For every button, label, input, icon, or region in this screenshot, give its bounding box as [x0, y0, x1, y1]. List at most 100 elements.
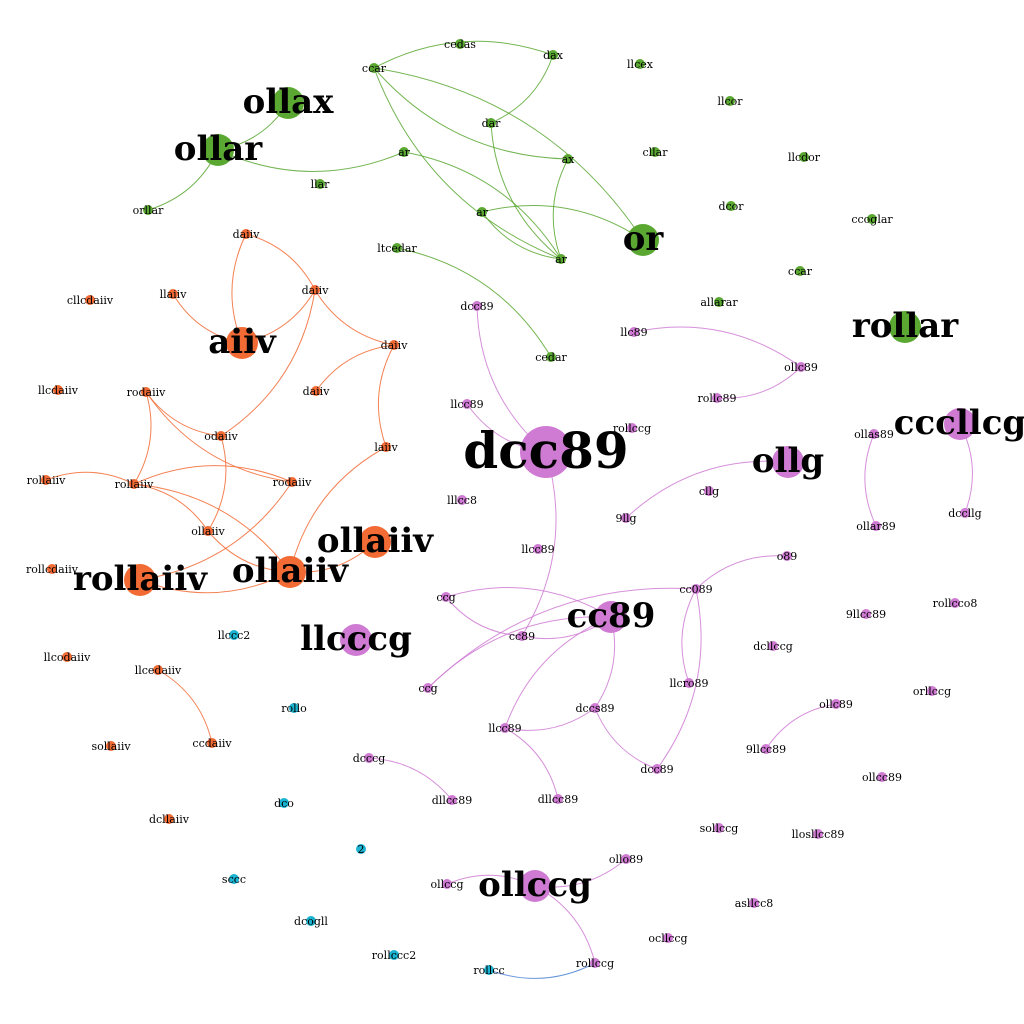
graph-node-p25[interactable]: rollcco8	[933, 597, 978, 610]
graph-node-p23[interactable]: cc89	[509, 630, 535, 643]
graph-node-p21[interactable]: ccg	[436, 591, 455, 604]
graph-node-o4[interactable]: ollaiiv	[317, 521, 434, 561]
graph-node-p6[interactable]: ollccg	[478, 865, 592, 905]
graph-node-g7[interactable]: dax	[543, 49, 564, 62]
graph-node-o11[interactable]: llcdaiiv	[38, 384, 79, 397]
graph-node-p37[interactable]: dllcc89	[432, 794, 472, 807]
graph-node-p18[interactable]: dccllg	[948, 507, 981, 520]
graph-node-p8[interactable]: llcc89	[450, 398, 483, 411]
graph-node-p39[interactable]: sollccg	[700, 822, 739, 835]
graph-node-g16[interactable]: cedar	[535, 351, 567, 364]
graph-node-o16[interactable]: rodaiiv	[273, 476, 313, 489]
graph-node-p40[interactable]: llosllcc89	[792, 828, 845, 841]
graph-node-p44[interactable]: ocllccg	[648, 932, 687, 945]
graph-node-p9[interactable]: llc89	[620, 326, 647, 339]
graph-node-g9[interactable]: ar	[398, 146, 411, 159]
graph-node-c5[interactable]: sccc	[222, 873, 246, 886]
graph-node-g11[interactable]: llar	[311, 178, 331, 191]
graph-node-c7[interactable]: rollccc2	[372, 949, 416, 962]
graph-node-p16[interactable]: ollas89	[854, 428, 894, 441]
graph-node-g3[interactable]: or	[623, 219, 665, 259]
graph-node-o14[interactable]: laiiv	[374, 441, 398, 454]
graph-node-p19[interactable]: llcc89	[521, 543, 554, 556]
graph-node-g13[interactable]: ar	[476, 206, 489, 219]
graph-node-o20[interactable]: llcodaiiv	[44, 651, 91, 664]
graph-node-g4[interactable]: rollar	[852, 306, 959, 346]
graph-node-g17[interactable]: llcex	[627, 58, 654, 71]
graph-node-o5[interactable]: daiiv	[233, 228, 261, 241]
graph-node-o13[interactable]: odaiiv	[204, 430, 238, 443]
graph-node-o9[interactable]: daiiv	[381, 339, 409, 352]
graph-node-p12[interactable]: rollccg	[613, 422, 651, 435]
graph-node-p32[interactable]: ollc89	[819, 698, 853, 711]
graph-node-o18[interactable]: rollaiiv	[27, 474, 67, 487]
graph-node-p34[interactable]: dcc89	[640, 763, 673, 776]
graph-node-g20[interactable]: llcdor	[788, 151, 821, 164]
graph-node-o21[interactable]: llcedaiiv	[135, 664, 182, 677]
graph-node-o10[interactable]: daiiv	[303, 385, 331, 398]
graph-node-p15[interactable]: 9llg	[615, 512, 636, 525]
graph-node-p31[interactable]: llcc89	[488, 722, 521, 735]
graph-node-p1[interactable]: dcc89	[463, 421, 628, 480]
graph-node-g19[interactable]: cllar	[642, 146, 668, 159]
graph-node-o19[interactable]: rollcdaiiv	[26, 563, 79, 576]
graph-node-p3[interactable]: ollg	[752, 441, 824, 481]
graph-node-c4[interactable]: 2	[356, 843, 366, 856]
graph-node-p35[interactable]: ollcc89	[862, 771, 902, 784]
graph-node-g5[interactable]: cedas	[444, 38, 476, 51]
graph-node-c3[interactable]: dco	[274, 797, 294, 810]
graph-node-o23[interactable]: ccdaiiv	[192, 737, 232, 750]
graph-node-p29[interactable]: orllccg	[913, 685, 951, 698]
graph-node-o24[interactable]: dcllaiiv	[149, 813, 190, 826]
graph-node-p42[interactable]: ollccg	[430, 878, 463, 891]
graph-node-g15[interactable]: ltcedar	[377, 242, 417, 255]
graph-node-p28[interactable]: llcro89	[669, 677, 708, 690]
graph-node-o3[interactable]: rollaiiv	[73, 559, 208, 599]
graph-node-p26[interactable]: dcllccg	[753, 640, 793, 653]
graph-node-c2[interactable]: rollo	[281, 702, 307, 715]
graph-node-p4[interactable]: llcccg	[300, 619, 412, 659]
graph-node-o1[interactable]: aiiv	[208, 322, 277, 362]
graph-node-p20[interactable]: o89	[777, 550, 798, 563]
graph-node-p7[interactable]: dcc89	[460, 300, 493, 313]
graph-node-o8[interactable]: cllcdaiiv	[67, 294, 114, 307]
graph-node-g18[interactable]: llcor	[717, 95, 743, 108]
graph-node-o2[interactable]: ollaiiv	[232, 551, 349, 591]
graph-node-g23[interactable]: ccar	[788, 265, 813, 278]
graph-node-g22[interactable]: ccoglar	[851, 213, 893, 226]
graph-node-p33[interactable]: 9llcc89	[746, 743, 786, 756]
graph-node-o22[interactable]: sollaiiv	[91, 740, 131, 753]
graph-node-g8[interactable]: dar	[482, 117, 502, 130]
graph-node-g24[interactable]: allarar	[700, 296, 738, 309]
graph-node-p10[interactable]: ollc89	[784, 361, 818, 374]
graph-node-p43[interactable]: asllcc8	[735, 897, 774, 910]
graph-node-g21[interactable]: dcor	[718, 200, 744, 213]
graph-node-g6[interactable]: ccar	[362, 62, 387, 75]
graph-node-o6[interactable]: daiiv	[302, 284, 330, 297]
graph-node-p36[interactable]: dcccg	[353, 752, 386, 765]
graph-node-p14[interactable]: cllg	[699, 485, 719, 498]
graph-node-p30[interactable]: dccs89	[575, 702, 614, 715]
graph-node-p38[interactable]: dllcc89	[538, 793, 578, 806]
graph-node-p24[interactable]: 9llcc89	[846, 608, 886, 621]
graph-node-o17[interactable]: ollaiiv	[191, 525, 225, 538]
graph-node-p45[interactable]: rollccg	[576, 957, 614, 970]
graph-node-p22[interactable]: cc089	[679, 583, 712, 596]
graph-node-c8[interactable]: rollcc	[473, 964, 504, 977]
graph-node-p13[interactable]: lllcc8	[447, 494, 477, 507]
graph-node-c6[interactable]: dcogll	[294, 915, 328, 928]
graph-node-g1[interactable]: ollax	[243, 82, 335, 122]
graph-node-g10[interactable]: ax	[562, 153, 576, 166]
graph-node-p11[interactable]: rollc89	[697, 392, 736, 405]
graph-node-g2[interactable]: ollar	[174, 129, 264, 169]
graph-node-p27[interactable]: ccg	[418, 682, 437, 695]
graph-node-p2[interactable]: cc89	[567, 596, 656, 636]
graph-node-p41[interactable]: ollo89	[609, 853, 643, 866]
graph-node-o15[interactable]: rollaiiv	[115, 478, 155, 491]
graph-node-p5[interactable]: cccllcg	[894, 403, 1024, 443]
graph-node-g14[interactable]: ar	[555, 253, 568, 266]
graph-node-c1[interactable]: llccc2	[218, 629, 251, 642]
graph-node-o12[interactable]: rodaiiv	[127, 386, 167, 399]
graph-node-o7[interactable]: llaiiv	[160, 288, 188, 301]
graph-node-p17[interactable]: ollar89	[856, 520, 895, 533]
